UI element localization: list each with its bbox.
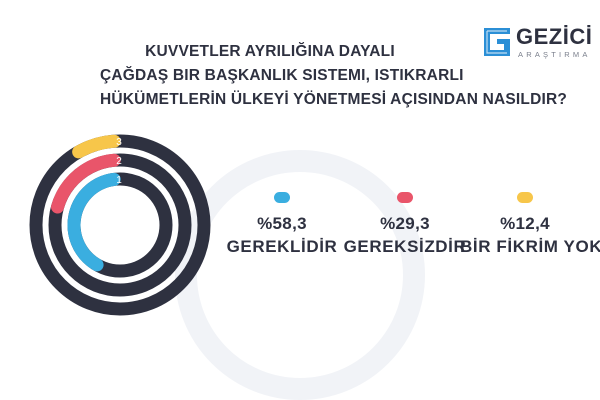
gezici-logo-mark-icon — [484, 28, 510, 56]
legend-item-bir-fikrim-yok: %12,4 BİR FİKRİM YOK — [460, 192, 600, 259]
title-line-2: ÇAĞDAŞ BIR BAŞKANLIK SISTEMI, ISTIKRARLI — [100, 67, 464, 84]
legend-label-bir-fikrim-yok: BİR FİKRİM YOK — [460, 237, 600, 256]
ring-number-1: 1 — [116, 175, 122, 186]
ring-bar-2 — [51, 153, 121, 214]
legend-dot-bir-fikrim-yok — [517, 192, 533, 203]
ring-number-3: 3 — [116, 137, 122, 148]
ring-bar-1 — [67, 172, 121, 272]
legend-value-gereklidir: %58,3 — [257, 214, 307, 233]
legend-value-bir-fikrim-yok: %12,4 — [500, 214, 550, 233]
legend-value-gereksizdir: %29,3 — [380, 214, 430, 233]
legend-label-gereksizdir: GEREKSİZDİR — [343, 237, 467, 256]
ring-number-2: 2 — [116, 156, 122, 167]
legend-item-gereksizdir: %29,3 GEREKSİZDİR — [340, 192, 470, 259]
title-line-1: KUVVETLER AYRILIĞINA DAYALI — [145, 43, 395, 60]
ring-bar-3 — [72, 134, 121, 159]
legend-dot-gereklidir — [274, 192, 290, 203]
logo-subtitle: ARAŞTIRMA — [518, 50, 591, 59]
gezici-logo: GEZİCİ ARAŞTIRMA — [482, 24, 594, 68]
legend-label-gereklidir: GEREKLİDİR — [226, 237, 338, 256]
logo-name: GEZİCİ — [516, 24, 593, 49]
legend-dot-gereksizdir — [397, 192, 413, 203]
legend-item-gereklidir: %58,3 GEREKLİDİR — [217, 192, 347, 259]
